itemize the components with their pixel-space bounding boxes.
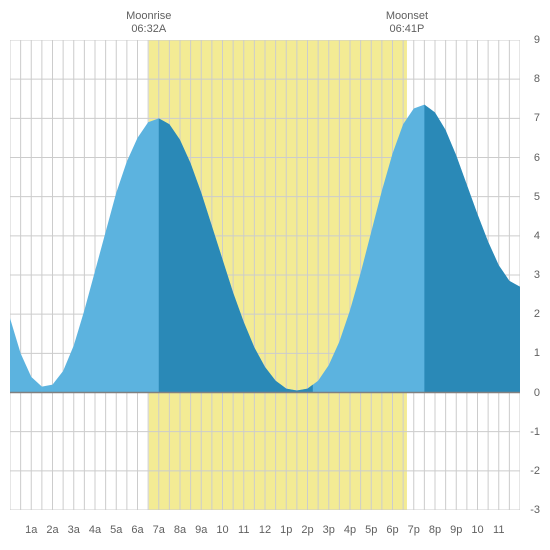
moonset-time: 06:41P bbox=[389, 23, 424, 35]
y-tick: 5 bbox=[534, 191, 540, 203]
x-axis: 1a 2a 3a 4a 5a 6a 7a 8a 9a 10 11 12 1p 2p 3p 4p 5p 6p 7p 8p… bbox=[10, 520, 520, 540]
x-tick: 9a bbox=[195, 524, 207, 536]
x-tick: 9p bbox=[450, 524, 462, 536]
x-tick: 6p bbox=[386, 524, 398, 536]
y-tick: 3 bbox=[534, 269, 540, 281]
y-tick: 6 bbox=[534, 152, 540, 164]
x-tick: 5p bbox=[365, 524, 377, 536]
y-tick: -2 bbox=[530, 465, 540, 477]
x-tick: 1a bbox=[25, 524, 37, 536]
y-axis: -3-2-10123456789 bbox=[520, 40, 540, 510]
y-tick: 7 bbox=[534, 112, 540, 124]
moonset-title: Moonset bbox=[386, 10, 428, 22]
x-tick: 2p bbox=[301, 524, 313, 536]
x-tick: 10 bbox=[471, 524, 483, 536]
moonset-label: Moonset 06:41P bbox=[386, 10, 428, 36]
tide-chart: Moonrise 06:32A Moonset 06:41P -3-2-1012… bbox=[10, 10, 540, 540]
x-tick: 3a bbox=[68, 524, 80, 536]
moonrise-title: Moonrise bbox=[126, 10, 171, 22]
x-tick: 8a bbox=[174, 524, 186, 536]
x-tick: 6a bbox=[131, 524, 143, 536]
x-tick: 7a bbox=[153, 524, 165, 536]
y-tick: 2 bbox=[534, 308, 540, 320]
x-tick: 5a bbox=[110, 524, 122, 536]
moon-labels: Moonrise 06:32A Moonset 06:41P bbox=[10, 10, 540, 40]
x-tick: 11 bbox=[493, 524, 504, 536]
moonrise-label: Moonrise 06:32A bbox=[126, 10, 171, 36]
y-tick: 4 bbox=[534, 230, 540, 242]
y-tick: -3 bbox=[530, 504, 540, 516]
y-tick: 8 bbox=[534, 73, 540, 85]
x-tick: 2a bbox=[46, 524, 58, 536]
moonrise-time: 06:32A bbox=[131, 23, 166, 35]
x-tick: 12 bbox=[259, 524, 271, 536]
x-tick: 4a bbox=[89, 524, 101, 536]
x-tick: 3p bbox=[323, 524, 335, 536]
x-tick: 8p bbox=[429, 524, 441, 536]
x-tick: 10 bbox=[216, 524, 228, 536]
x-tick: 7p bbox=[408, 524, 420, 536]
x-tick: 1p bbox=[280, 524, 292, 536]
y-tick: 0 bbox=[534, 387, 540, 399]
plot-area bbox=[10, 40, 520, 510]
y-tick: 1 bbox=[534, 347, 540, 359]
x-tick: 11 bbox=[238, 524, 249, 536]
y-tick: 9 bbox=[534, 34, 540, 46]
y-tick: -1 bbox=[530, 426, 540, 438]
x-tick: 4p bbox=[344, 524, 356, 536]
